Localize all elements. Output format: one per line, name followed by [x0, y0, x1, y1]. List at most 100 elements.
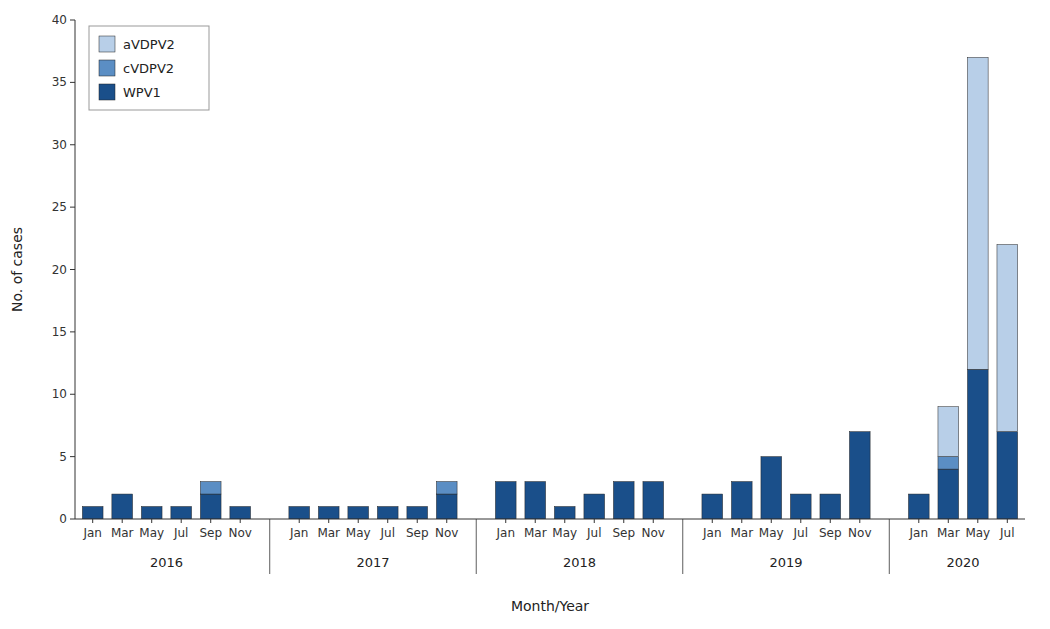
x-tick-label: Mar: [730, 526, 753, 540]
bar-segment: [377, 507, 398, 519]
year-label: 2020: [946, 555, 979, 570]
bar-segment: [731, 481, 752, 482]
year-label: 2017: [356, 555, 389, 570]
bar-segment: [908, 494, 929, 495]
bar-segment: [643, 482, 664, 519]
y-axis-label: No. of cases: [9, 227, 25, 312]
bar-segment: [289, 507, 310, 519]
bar-segment: [613, 481, 634, 482]
bar-segment: [849, 431, 870, 432]
x-tick: [446, 519, 447, 523]
bar-segment: [584, 494, 605, 519]
x-tick: [800, 519, 801, 523]
x-tick-label: Mar: [111, 526, 134, 540]
y-tick: [70, 82, 75, 83]
y-tick: [70, 394, 75, 395]
x-tick-label: Jan: [909, 526, 929, 540]
x-tick: [712, 519, 713, 523]
x-tick: [181, 519, 182, 523]
bar-segment: [908, 494, 929, 519]
x-tick-label: Jan: [495, 526, 515, 540]
bar-segment: [141, 506, 162, 507]
x-tick-label: Jul: [173, 526, 188, 540]
bar-segment: [289, 506, 310, 507]
bar-segment: [790, 494, 811, 495]
x-tick: [653, 519, 654, 523]
x-tick: [122, 519, 123, 523]
x-tick-label: May: [759, 526, 784, 540]
bar-segment: [967, 57, 988, 369]
y-tick: [70, 207, 75, 208]
bar-segment: [318, 507, 339, 519]
x-tick: [358, 519, 359, 523]
bar-segment: [141, 507, 162, 519]
bar-segment: [849, 432, 870, 519]
chart: 0510152025303540JanMarMayJulSepNovJanMar…: [0, 0, 1050, 629]
x-tick-label: Jul: [793, 526, 808, 540]
bar-segment: [82, 507, 103, 519]
legend-label: cVDPV2: [123, 61, 174, 76]
bars: [82, 57, 1017, 519]
bar-segment: [790, 494, 811, 519]
bar-segment: [761, 456, 782, 457]
bar-segment: [938, 457, 959, 469]
x-tick: [328, 519, 329, 523]
x-tick-label: May: [965, 526, 990, 540]
x-tick: [564, 519, 565, 523]
year-separator: [889, 519, 890, 574]
legend-box: [89, 26, 209, 110]
x-tick-label: May: [139, 526, 164, 540]
x-tick: [830, 519, 831, 523]
x-tick-label: Sep: [819, 526, 842, 540]
year-separator: [269, 519, 270, 574]
x-axis-label: Month/Year: [511, 598, 589, 614]
bar-segment: [436, 482, 457, 494]
x-tick: [535, 519, 536, 523]
legend-label: WPV1: [123, 85, 161, 100]
bar-segment: [112, 494, 133, 519]
y-tick: [70, 269, 75, 270]
x-tick: [505, 519, 506, 523]
bar-segment: [495, 481, 516, 482]
bar-segment: [200, 481, 221, 482]
bar-segment: [200, 482, 221, 494]
y-tick-label: 5: [59, 450, 67, 464]
bar-segment: [643, 481, 664, 482]
bar-segment: [495, 481, 516, 482]
bar-segment: [820, 494, 841, 519]
x-tick-label: Nov: [229, 526, 252, 540]
bar-segment: [643, 481, 664, 482]
bar-segment: [82, 506, 103, 507]
y-tick-label: 10: [52, 387, 67, 401]
x-tick-label: May: [346, 526, 371, 540]
x-tick: [240, 519, 241, 523]
bar-segment: [348, 507, 369, 519]
x-tick-label: Nov: [848, 526, 871, 540]
bar-segment: [436, 481, 457, 482]
legend-swatch: [99, 60, 115, 76]
legend-swatch: [99, 84, 115, 100]
x-tick-label: Jan: [702, 526, 722, 540]
x-tick: [387, 519, 388, 523]
bar-segment: [348, 506, 369, 507]
y-tick: [70, 20, 75, 21]
x-tick-label: Sep: [406, 526, 429, 540]
bar-segment: [849, 431, 870, 432]
year-separator: [682, 519, 683, 574]
x-tick: [210, 519, 211, 523]
bar-segment: [525, 481, 546, 482]
y-tick-label: 15: [52, 325, 67, 339]
x-tick: [977, 519, 978, 523]
bar-segment: [230, 506, 251, 507]
x-tick: [918, 519, 919, 523]
bar-segment: [761, 457, 782, 519]
bar-segment: [820, 494, 841, 495]
bar-segment: [82, 506, 103, 507]
bar-segment: [731, 482, 752, 519]
bar-segment: [171, 506, 192, 507]
x-tick-label: Nov: [435, 526, 458, 540]
y-tick: [70, 331, 75, 332]
bar-segment: [997, 245, 1018, 432]
year-separator: [476, 519, 477, 574]
x-tick: [417, 519, 418, 523]
